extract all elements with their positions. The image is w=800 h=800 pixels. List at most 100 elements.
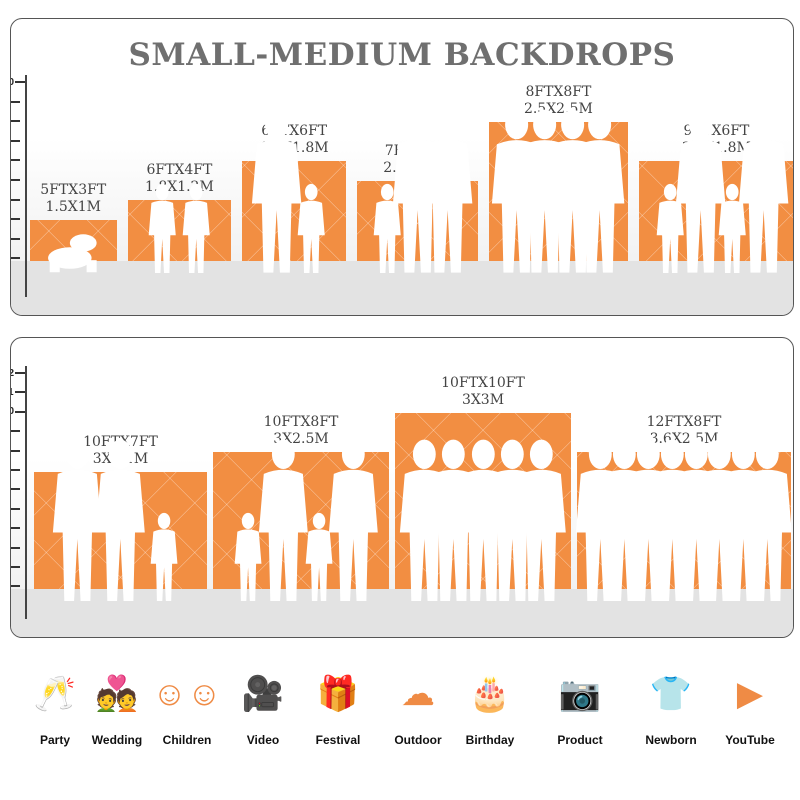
- film-camera-icon: 🎥: [241, 675, 285, 713]
- axis-tick: 6: [11, 484, 20, 495]
- size-feet: 5FTX3FT: [40, 181, 107, 198]
- axis-tick: 8: [11, 116, 20, 127]
- axis-tick: 2: [11, 233, 20, 244]
- axis-tick: 5: [11, 503, 20, 514]
- axis-tick: 2: [11, 562, 20, 573]
- size-meters: 1.5X1M: [45, 198, 101, 215]
- adult-silhouette: [52, 439, 102, 601]
- backdrop-size-label: 10FTX10FT 3X3M: [395, 375, 571, 409]
- category-label: Birthday: [465, 733, 515, 747]
- tick-mark: [15, 410, 26, 413]
- adult-silhouette: [738, 110, 788, 273]
- cloud-icon: ☁: [401, 675, 435, 713]
- tick-mark: [11, 257, 20, 260]
- size-feet: 10FTX10FT: [441, 375, 525, 392]
- adult-silhouette: [258, 439, 308, 601]
- play-button-icon: ▶: [736, 675, 764, 713]
- child-silhouette: [183, 183, 211, 273]
- child-silhouette: [656, 183, 684, 273]
- children-faces-icon: ☺☺: [152, 674, 222, 713]
- category-label: Product: [557, 733, 603, 747]
- tick-mark: [11, 527, 20, 530]
- category-video[interactable]: 🎥 Video: [228, 665, 298, 747]
- child-silhouette: [234, 512, 262, 601]
- tick-mark: [15, 371, 26, 374]
- category-label: Wedding: [91, 733, 143, 747]
- child-silhouette: [373, 183, 401, 273]
- category-label: Outdoor: [394, 733, 442, 747]
- backdrop-6ftx4ft[interactable]: [127, 200, 232, 261]
- adult-silhouette: [742, 439, 792, 601]
- category-birthday[interactable]: 🎂 Birthday: [455, 665, 525, 747]
- axis-tick: 10: [11, 77, 26, 88]
- category-party[interactable]: 🥂 Party: [20, 665, 90, 747]
- gift-box-icon: 🎁: [316, 675, 360, 713]
- category-label: Children: [162, 733, 212, 747]
- tick-mark: [15, 80, 26, 83]
- tick-mark: [11, 120, 20, 123]
- child-silhouette: [305, 512, 332, 601]
- tick-mark: [11, 218, 20, 221]
- adult-silhouette: [517, 439, 567, 601]
- adult-silhouette: [329, 439, 379, 601]
- wine-glasses-icon: 🥂: [33, 675, 77, 713]
- birthday-cake-icon: 🎂: [468, 675, 512, 713]
- tick-mark: [14, 391, 25, 394]
- axis-tick: 8: [11, 445, 20, 456]
- tick-mark: [11, 507, 20, 510]
- large-panel: 12345678910111210FTX7FT3X2.1M10FTX8FT3X2…: [10, 337, 794, 638]
- size-meters: 1.8X1.2M: [144, 179, 214, 196]
- page-title: SMALL-MEDIUM BACKDROPS: [128, 37, 676, 73]
- axis-tick: 10: [11, 406, 26, 417]
- category-label: Newborn: [645, 733, 697, 747]
- axis-tick: 1: [11, 253, 20, 264]
- size-meters: 3X3M: [461, 392, 505, 409]
- tick-mark: [11, 565, 20, 568]
- category-youtube[interactable]: ▶ YouTube: [715, 665, 785, 747]
- tick-label: 11: [11, 387, 14, 398]
- tick-mark: [11, 449, 20, 452]
- small-medium-panel: SMALL-MEDIUM BACKDROPS 1 2 3 4 5 6 7 8 9 10 5FTX3F…: [10, 18, 794, 316]
- wedding-couple-icon: 💑: [95, 675, 139, 713]
- child-silhouette: [718, 183, 746, 273]
- axis-tick: 4: [11, 523, 20, 534]
- baby-onesie-icon: 👕: [649, 675, 693, 713]
- category-wedding[interactable]: 💑 Wedding: [82, 665, 152, 747]
- adult-silhouette: [676, 110, 726, 273]
- tick-mark: [11, 159, 20, 162]
- child-silhouette: [148, 183, 176, 273]
- size-feet: 6FTX4FT: [146, 162, 213, 179]
- axis-tick: 5: [11, 175, 20, 186]
- category-festival[interactable]: 🎁 Festival: [303, 665, 373, 747]
- tick-mark: [11, 468, 20, 471]
- child-silhouette: [297, 183, 326, 273]
- axis-tick: 1: [11, 581, 20, 592]
- axis-tick: 9: [11, 96, 20, 107]
- tick-label: 10: [11, 77, 14, 88]
- category-children[interactable]: ☺☺ Children: [152, 665, 222, 748]
- category-label: Festival: [315, 733, 361, 747]
- axis-tick: 7: [11, 135, 20, 146]
- adult-silhouette: [252, 110, 302, 273]
- backdrop-size-label: 6FTX4FT 1.8X1.2M: [128, 162, 232, 196]
- axis-tick: 3: [11, 542, 20, 553]
- tick-mark: [11, 237, 20, 240]
- tick-label: 10: [11, 406, 14, 417]
- category-newborn[interactable]: 👕 Newborn: [636, 665, 706, 747]
- adult-silhouette: [423, 110, 473, 273]
- y-axis: [25, 75, 27, 297]
- child-silhouette: [150, 512, 178, 601]
- tick-mark: [11, 546, 20, 549]
- backdrop-size-label: 5FTX3FT 1.5X1M: [30, 182, 117, 216]
- tick-mark: [11, 178, 20, 181]
- category-label: Party: [39, 733, 71, 747]
- tick-mark: [11, 139, 20, 142]
- axis-tick: 12: [11, 368, 26, 379]
- tick-label: 12: [11, 368, 14, 379]
- axis-tick: 3: [11, 214, 20, 225]
- category-outdoor[interactable]: ☁ Outdoor: [383, 665, 453, 747]
- category-label: YouTube: [725, 733, 775, 747]
- crawling-baby-silhouette: [48, 234, 97, 273]
- category-product[interactable]: 📷 Product: [545, 665, 615, 747]
- adult-silhouette: [575, 110, 625, 273]
